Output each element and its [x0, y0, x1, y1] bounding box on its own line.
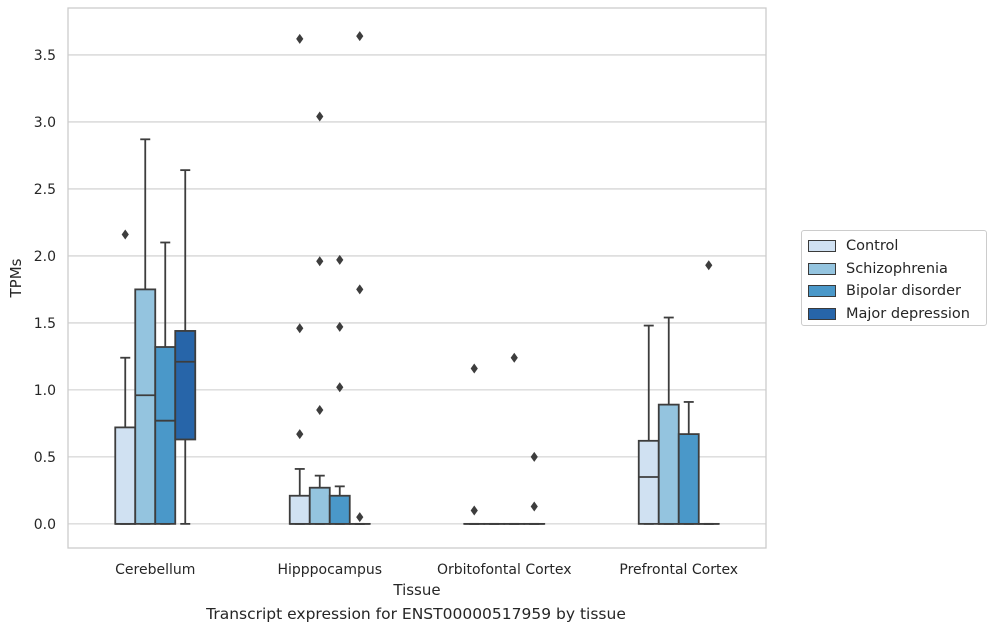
legend-item: Bipolar disorder: [808, 280, 986, 303]
box-body: [114, 426, 137, 525]
box-1-0: [134, 138, 157, 525]
box-body: [288, 494, 311, 525]
x-tick-label: Cerebellum: [115, 562, 195, 578]
outlier-point: [470, 505, 478, 516]
y-tick-label: 1.5: [34, 316, 56, 332]
y-tick-label: 3.0: [34, 115, 56, 131]
legend-label: Control: [846, 238, 899, 255]
box-0-3: [637, 324, 660, 525]
outlier-point: [296, 33, 304, 44]
box-body: [637, 439, 660, 525]
y-tick-label: 0.5: [34, 450, 56, 466]
legend-label: Schizophrenia: [846, 260, 948, 277]
box-1-3: [657, 316, 680, 525]
legend: Control Schizophrenia Bipolar disorder Majo…: [801, 230, 987, 326]
box-3-1: [348, 31, 371, 525]
box-2-2: [503, 352, 526, 525]
legend-label: Major depression: [846, 305, 970, 322]
outlier-point: [316, 111, 324, 122]
outlier-point: [356, 31, 364, 42]
legend-swatch: [808, 262, 836, 275]
box-body: [328, 494, 351, 525]
box-1-1: [308, 111, 331, 525]
outlier-point: [356, 512, 364, 523]
y-axis-label: TPMs: [7, 258, 25, 298]
legend-swatch: [808, 307, 836, 320]
outlier-point: [510, 352, 518, 363]
box-2-1: [328, 254, 351, 525]
box-body: [174, 330, 197, 441]
outlier-point: [336, 254, 344, 265]
y-tick-label: 2.5: [34, 182, 56, 198]
outlier-point: [356, 284, 364, 295]
legend-item: Control: [808, 235, 986, 258]
legend-swatch: [808, 240, 836, 253]
box-0-0: [114, 229, 137, 525]
y-tick-label: 0.0: [34, 517, 56, 533]
outlier-point: [296, 429, 304, 440]
x-tick-label: Orbitofontal Cortex: [437, 562, 572, 578]
outlier-point: [336, 321, 344, 332]
box-2-3: [677, 401, 700, 525]
outlier-point: [336, 382, 344, 393]
box-3-0: [174, 169, 197, 525]
box-body: [134, 288, 157, 525]
outlier-point: [530, 451, 538, 462]
legend-item: Schizophrenia: [808, 258, 986, 281]
box-body: [657, 403, 680, 525]
legend-label: Bipolar disorder: [846, 283, 961, 300]
box-0-1: [288, 33, 311, 525]
x-axis-label: Tissue: [392, 581, 440, 599]
box-3-2: [523, 451, 546, 525]
outlier-point: [705, 260, 713, 271]
x-tick-labels: Cerebellum Hipppocampus Orbitofontal Corte…: [115, 562, 738, 578]
outlier-point: [296, 323, 304, 334]
outlier-point: [470, 363, 478, 374]
y-tick-label: 1.0: [34, 383, 56, 399]
box-2-0: [154, 241, 177, 525]
figure-caption: Transcript expression for ENST0000051795…: [206, 605, 626, 623]
box-plot-series: [114, 31, 720, 525]
y-tick-label: 3.5: [34, 48, 56, 64]
outlier-point: [121, 229, 129, 240]
outlier-point: [316, 256, 324, 267]
box-body: [677, 433, 700, 525]
legend-swatch: [808, 285, 836, 298]
box-0-2: [463, 363, 486, 525]
outlier-point: [316, 404, 324, 415]
box-3-3: [697, 260, 720, 525]
x-tick-label: Prefrontal Cortex: [619, 562, 738, 578]
box-body: [308, 486, 331, 525]
legend-item: Major depression: [808, 303, 986, 326]
outlier-point: [530, 501, 538, 512]
plot-frame: [67, 7, 767, 549]
y-tick-labels: 0.0 0.5 1.0 1.5 2.0 2.5 3.0 3.5: [34, 48, 56, 533]
y-tick-label: 2.0: [34, 249, 56, 265]
box-body: [154, 346, 177, 525]
x-tick-label: Hipppocampus: [277, 562, 382, 578]
